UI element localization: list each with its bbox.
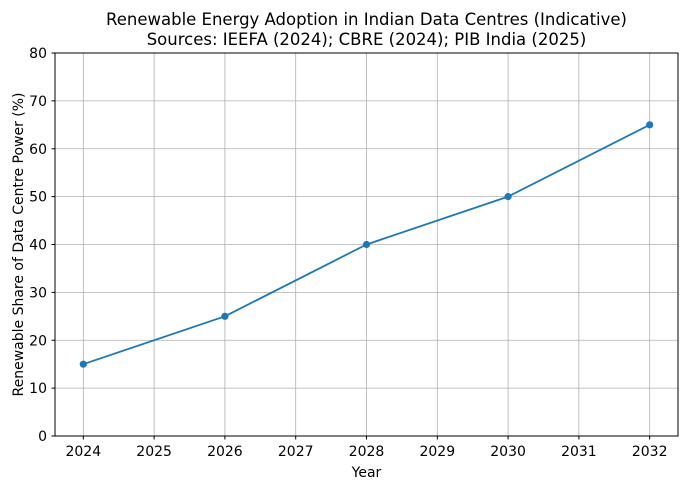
y-tick-label: 80 [29,46,47,62]
data-point-marker [504,193,512,201]
x-tick-label: 2028 [349,444,385,460]
chart-title: Renewable Energy Adoption in Indian Data… [106,10,627,29]
data-point-marker [221,312,229,320]
data-point-marker [79,360,87,368]
y-tick-label: 50 [29,190,47,206]
x-axis-label: Year [351,465,382,481]
x-tick-label: 2032 [632,444,668,460]
y-tick-label: 30 [29,285,47,301]
x-tick-label: 2025 [136,444,172,460]
y-tick-label: 40 [29,238,47,254]
y-axis-label: Renewable Share of Data Centre Power (%) [11,92,27,396]
data-point-marker [646,121,654,129]
plot-area: 2024 2025 2026 2027 2028 2029 2030 2031 20320102… [29,46,679,460]
x-tick-label: 2027 [278,444,314,460]
x-tick-label: 2031 [561,444,597,460]
x-tick-label: 2026 [207,444,243,460]
y-tick-label: 70 [29,94,47,110]
data-point-marker [362,240,371,249]
x-tick-label: 2024 [65,444,101,460]
y-tick-label: 10 [29,381,47,397]
x-tick-label: 2030 [490,444,526,460]
y-tick-label: 20 [29,333,47,349]
y-tick-label: 0 [38,429,47,445]
y-tick-label: 60 [29,142,47,158]
chart-subtitle: Sources: IEEFA (2024); CBRE (2024); PIB … [147,30,587,49]
x-tick-label: 2029 [419,444,455,460]
